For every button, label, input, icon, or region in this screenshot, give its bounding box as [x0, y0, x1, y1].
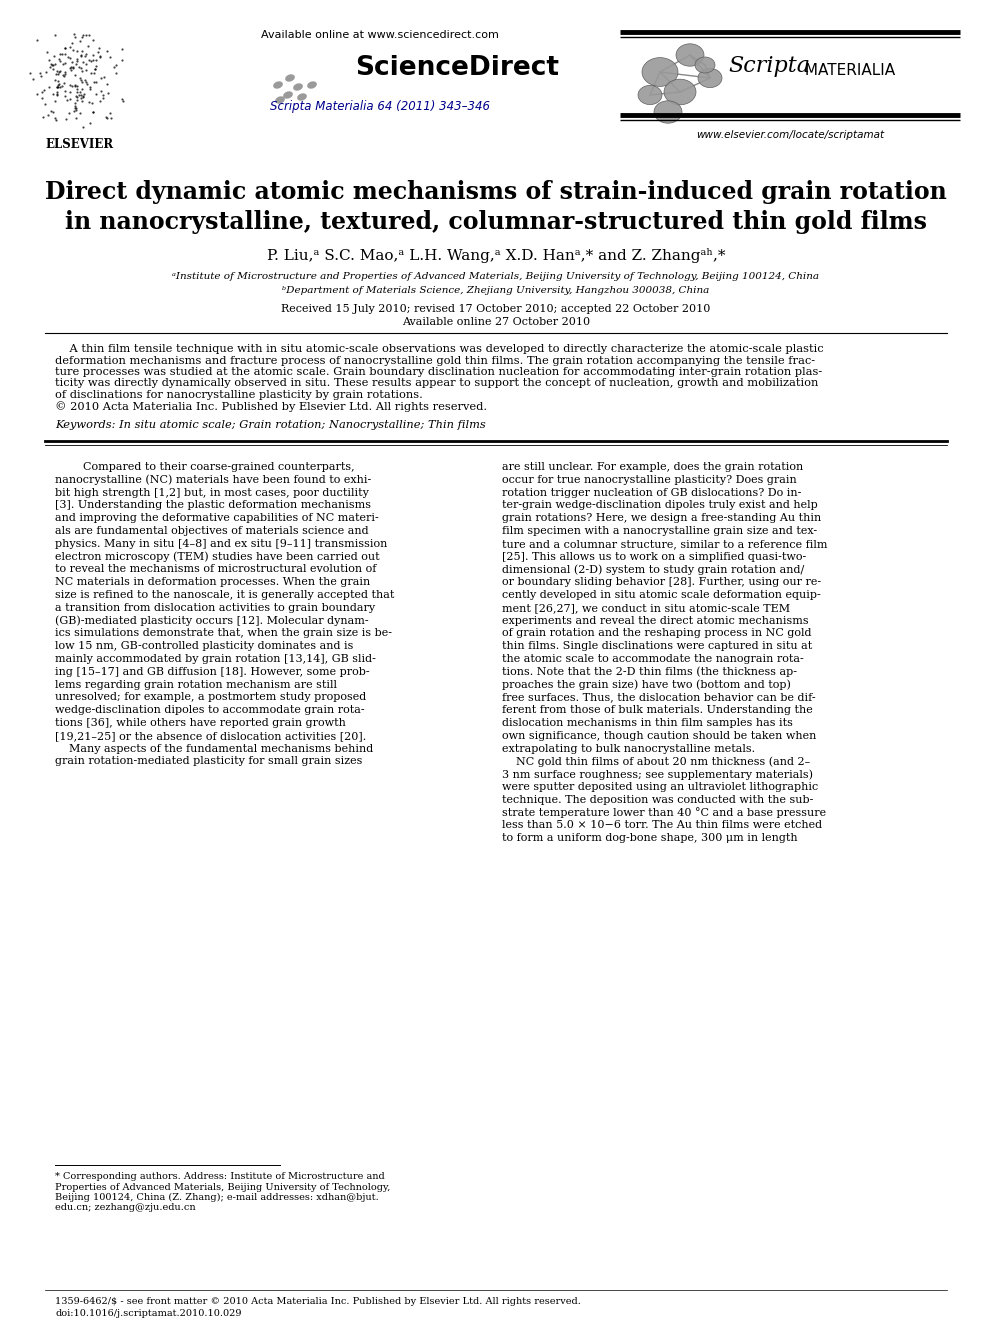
Text: ticity was directly dynamically observed in situ. These results appear to suppor: ticity was directly dynamically observed…	[55, 378, 818, 389]
Text: a transition from dislocation activities to grain boundary: a transition from dislocation activities…	[55, 603, 375, 613]
Text: [3]. Understanding the plastic deformation mechanisms: [3]. Understanding the plastic deformati…	[55, 500, 371, 511]
Text: ing [15–17] and GB diffusion [18]. However, some prob-: ing [15–17] and GB diffusion [18]. Howev…	[55, 667, 370, 677]
Text: Keywords: In situ atomic scale; Grain rotation; Nanocrystalline; Thin films: Keywords: In situ atomic scale; Grain ro…	[55, 419, 486, 430]
Text: tions. Note that the 2-D thin films (the thickness ap-: tions. Note that the 2-D thin films (the…	[502, 667, 797, 677]
Text: Beijing 100124, China (Z. Zhang); e-mail addresses: xdhan@bjut.: Beijing 100124, China (Z. Zhang); e-mail…	[55, 1193, 379, 1203]
Text: experiments and reveal the direct atomic mechanisms: experiments and reveal the direct atomic…	[502, 615, 808, 626]
Text: occur for true nanocrystalline plasticity? Does grain: occur for true nanocrystalline plasticit…	[502, 475, 797, 484]
Text: to form a uniform dog-bone shape, 300 μm in length: to form a uniform dog-bone shape, 300 μm…	[502, 833, 798, 843]
Text: ᵃInstitute of Microstructure and Properties of Advanced Materials, Beijing Unive: ᵃInstitute of Microstructure and Propert…	[173, 273, 819, 280]
Text: of grain rotation and the reshaping process in NC gold: of grain rotation and the reshaping proc…	[502, 628, 811, 639]
Text: edu.cn; zezhang@zju.edu.cn: edu.cn; zezhang@zju.edu.cn	[55, 1204, 195, 1212]
Text: free surfaces. Thus, the dislocation behavior can be dif-: free surfaces. Thus, the dislocation beh…	[502, 692, 815, 703]
Text: Available online at www.sciencedirect.com: Available online at www.sciencedirect.co…	[261, 30, 499, 40]
Text: P. Liu,ᵃ S.C. Mao,ᵃ L.H. Wang,ᵃ X.D. Hanᵃ,* and Z. Zhangᵃʰ,*: P. Liu,ᵃ S.C. Mao,ᵃ L.H. Wang,ᵃ X.D. Han…	[267, 247, 725, 263]
Text: grain rotation-mediated plasticity for small grain sizes: grain rotation-mediated plasticity for s…	[55, 757, 362, 766]
Text: electron microscopy (TEM) studies have been carried out: electron microscopy (TEM) studies have b…	[55, 552, 380, 562]
Text: and improving the deformative capabilities of NC materi-: and improving the deformative capabiliti…	[55, 513, 379, 523]
Ellipse shape	[298, 94, 307, 101]
Text: own significance, though caution should be taken when: own significance, though caution should …	[502, 730, 816, 741]
Ellipse shape	[642, 58, 678, 86]
Text: ScienceDirect: ScienceDirect	[355, 56, 559, 81]
Text: cently developed in situ atomic scale deformation equip-: cently developed in situ atomic scale de…	[502, 590, 820, 601]
Text: less than 5.0 × 10−6 torr. The Au thin films were etched: less than 5.0 × 10−6 torr. The Au thin f…	[502, 820, 822, 831]
Text: Compared to their coarse-grained counterparts,: Compared to their coarse-grained counter…	[55, 462, 354, 472]
Text: to reveal the mechanisms of microstructural evolution of: to reveal the mechanisms of microstructu…	[55, 565, 376, 574]
Text: lems regarding grain rotation mechanism are still: lems regarding grain rotation mechanism …	[55, 680, 337, 689]
Text: unresolved; for example, a postmortem study proposed: unresolved; for example, a postmortem st…	[55, 692, 366, 703]
Text: ferent from those of bulk materials. Understanding the: ferent from those of bulk materials. Und…	[502, 705, 812, 716]
Ellipse shape	[283, 91, 293, 99]
Text: ment [26,27], we conduct in situ atomic-scale TEM: ment [26,27], we conduct in situ atomic-…	[502, 603, 790, 613]
Text: of disclinations for nanocrystalline plasticity by grain rotations.: of disclinations for nanocrystalline pla…	[55, 390, 423, 400]
Text: Received 15 July 2010; revised 17 October 2010; accepted 22 October 2010: Received 15 July 2010; revised 17 Octobe…	[282, 304, 710, 314]
Text: 3 nm surface roughness; see supplementary materials): 3 nm surface roughness; see supplementar…	[502, 769, 813, 779]
Text: bit high strength [1,2] but, in most cases, poor ductility: bit high strength [1,2] but, in most cas…	[55, 488, 369, 497]
Text: Available online 27 October 2010: Available online 27 October 2010	[402, 318, 590, 327]
Text: nanocrystalline (NC) materials have been found to exhi-: nanocrystalline (NC) materials have been…	[55, 475, 371, 486]
Text: ᵇDepartment of Materials Science, Zhejiang University, Hangzhou 300038, China: ᵇDepartment of Materials Science, Zhejia…	[283, 286, 709, 295]
Text: deformation mechanisms and fracture process of nanocrystalline gold thin films. : deformation mechanisms and fracture proc…	[55, 356, 815, 365]
Text: grain rotations? Here, we design a free-standing Au thin: grain rotations? Here, we design a free-…	[502, 513, 821, 523]
Text: in nanocrystalline, textured, columnar-structured thin gold films: in nanocrystalline, textured, columnar-s…	[65, 210, 927, 234]
Text: MATERIALIA: MATERIALIA	[800, 64, 895, 78]
Text: tions [36], while others have reported grain growth: tions [36], while others have reported g…	[55, 718, 346, 728]
Text: (GB)-mediated plasticity occurs [12]. Molecular dynam-: (GB)-mediated plasticity occurs [12]. Mo…	[55, 615, 369, 626]
Text: Scripta Materialia 64 (2011) 343–346: Scripta Materialia 64 (2011) 343–346	[270, 101, 490, 112]
Ellipse shape	[676, 44, 704, 66]
Text: film specimen with a nanocrystalline grain size and tex-: film specimen with a nanocrystalline gra…	[502, 527, 817, 536]
Text: [19,21–25] or the absence of dislocation activities [20].: [19,21–25] or the absence of dislocation…	[55, 730, 366, 741]
Text: [25]. This allows us to work on a simplified quasi-two-: [25]. This allows us to work on a simpli…	[502, 552, 806, 561]
Text: als are fundamental objectives of materials science and: als are fundamental objectives of materi…	[55, 527, 369, 536]
Text: 1359-6462/$ - see front matter © 2010 Acta Materialia Inc. Published by Elsevier: 1359-6462/$ - see front matter © 2010 Ac…	[55, 1297, 581, 1306]
Ellipse shape	[638, 86, 662, 105]
Text: * Corresponding authors. Address: Institute of Microstructure and: * Corresponding authors. Address: Instit…	[55, 1172, 385, 1181]
Text: ter-grain wedge-disclination dipoles truly exist and help: ter-grain wedge-disclination dipoles tru…	[502, 500, 817, 511]
Ellipse shape	[695, 57, 715, 73]
Text: dislocation mechanisms in thin film samples has its: dislocation mechanisms in thin film samp…	[502, 718, 793, 728]
Text: A thin film tensile technique with in situ atomic-scale observations was develop: A thin film tensile technique with in si…	[55, 344, 823, 355]
Ellipse shape	[275, 97, 285, 103]
Text: www.elsevier.com/locate/scriptamat: www.elsevier.com/locate/scriptamat	[696, 130, 884, 140]
Text: Many aspects of the fundamental mechanisms behind: Many aspects of the fundamental mechanis…	[55, 744, 373, 754]
Text: Direct dynamic atomic mechanisms of strain-induced grain rotation: Direct dynamic atomic mechanisms of stra…	[45, 180, 947, 204]
Text: proaches the grain size) have two (bottom and top): proaches the grain size) have two (botto…	[502, 680, 791, 691]
Text: ture and a columnar structure, similar to a reference film: ture and a columnar structure, similar t…	[502, 538, 827, 549]
Ellipse shape	[308, 81, 316, 89]
Ellipse shape	[698, 69, 722, 87]
Ellipse shape	[273, 81, 283, 89]
Text: extrapolating to bulk nanocrystalline metals.: extrapolating to bulk nanocrystalline me…	[502, 744, 755, 754]
Text: are still unclear. For example, does the grain rotation: are still unclear. For example, does the…	[502, 462, 804, 472]
Text: thin films. Single disclinations were captured in situ at: thin films. Single disclinations were ca…	[502, 642, 812, 651]
Text: or boundary sliding behavior [28]. Further, using our re-: or boundary sliding behavior [28]. Furth…	[502, 577, 821, 587]
Ellipse shape	[654, 101, 682, 123]
Text: ELSEVIER: ELSEVIER	[46, 138, 114, 151]
Text: mainly accommodated by grain rotation [13,14], GB slid-: mainly accommodated by grain rotation [1…	[55, 654, 376, 664]
Text: Scripta: Scripta	[728, 56, 810, 77]
Text: ics simulations demonstrate that, when the grain size is be-: ics simulations demonstrate that, when t…	[55, 628, 392, 639]
Ellipse shape	[664, 79, 696, 105]
Text: NC materials in deformation processes. When the grain: NC materials in deformation processes. W…	[55, 577, 370, 587]
Text: size is refined to the nanoscale, it is generally accepted that: size is refined to the nanoscale, it is …	[55, 590, 395, 601]
Text: doi:10.1016/j.scriptamat.2010.10.029: doi:10.1016/j.scriptamat.2010.10.029	[55, 1308, 241, 1318]
Text: dimensional (2-D) system to study grain rotation and/: dimensional (2-D) system to study grain …	[502, 565, 805, 576]
Ellipse shape	[294, 83, 303, 91]
Text: technique. The deposition was conducted with the sub-: technique. The deposition was conducted …	[502, 795, 813, 804]
Text: © 2010 Acta Materialia Inc. Published by Elsevier Ltd. All rights reserved.: © 2010 Acta Materialia Inc. Published by…	[55, 401, 487, 413]
Ellipse shape	[285, 74, 295, 82]
Text: rotation trigger nucleation of GB dislocations? Do in-: rotation trigger nucleation of GB disloc…	[502, 488, 802, 497]
Text: were sputter deposited using an ultraviolet lithographic: were sputter deposited using an ultravio…	[502, 782, 818, 792]
Text: the atomic scale to accommodate the nanograin rota-: the atomic scale to accommodate the nano…	[502, 654, 804, 664]
Text: wedge-disclination dipoles to accommodate grain rota-: wedge-disclination dipoles to accommodat…	[55, 705, 365, 716]
Text: low 15 nm, GB-controlled plasticity dominates and is: low 15 nm, GB-controlled plasticity domi…	[55, 642, 353, 651]
Text: NC gold thin films of about 20 nm thickness (and 2–: NC gold thin films of about 20 nm thickn…	[502, 757, 810, 767]
Text: strate temperature lower than 40 °C and a base pressure: strate temperature lower than 40 °C and …	[502, 807, 826, 819]
Text: physics. Many in situ [4–8] and ex situ [9–11] transmission: physics. Many in situ [4–8] and ex situ …	[55, 538, 387, 549]
Text: ture processes was studied at the atomic scale. Grain boundary disclination nucl: ture processes was studied at the atomic…	[55, 366, 822, 377]
Text: Properties of Advanced Materials, Beijing University of Technology,: Properties of Advanced Materials, Beijin…	[55, 1183, 391, 1192]
